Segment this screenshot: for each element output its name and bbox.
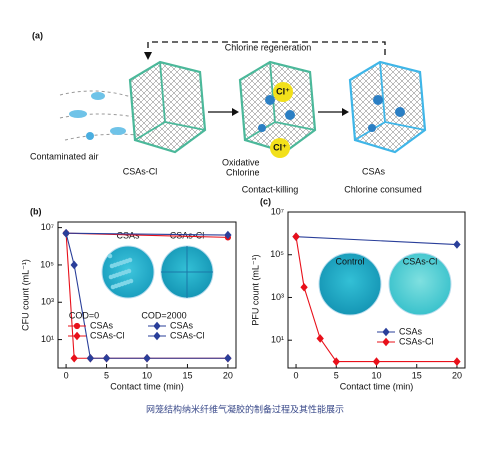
colony bbox=[127, 257, 133, 263]
y-tick-label: 10⁵ bbox=[40, 259, 54, 269]
x-tick-label: 10 bbox=[371, 370, 381, 380]
legend-label: CSAs-Cl bbox=[90, 330, 125, 340]
legend-label: CSAs bbox=[90, 320, 114, 330]
y-tick-label: 10⁷ bbox=[41, 222, 54, 232]
marker bbox=[372, 357, 381, 366]
arrow-head bbox=[144, 52, 152, 60]
marker bbox=[70, 260, 78, 270]
inset-label: CSAs-Cl bbox=[403, 256, 438, 266]
series-line bbox=[65, 233, 228, 359]
x-tick-label: 0 bbox=[294, 370, 299, 380]
legend-marker bbox=[73, 331, 81, 341]
regeneration-path bbox=[147, 41, 386, 58]
marker bbox=[86, 353, 95, 363]
cage-2 bbox=[238, 60, 317, 158]
cage-3 bbox=[348, 60, 427, 154]
marker bbox=[453, 357, 461, 366]
plate bbox=[318, 252, 382, 316]
stage-label: Chlorine consumed bbox=[344, 184, 422, 194]
colony bbox=[128, 278, 134, 284]
marker bbox=[300, 283, 308, 292]
series-line bbox=[66, 232, 228, 236]
x-tick-label: 15 bbox=[182, 370, 192, 380]
arrow-head bbox=[232, 108, 239, 116]
arrow-head bbox=[342, 108, 349, 116]
stage-label: Contact-killing bbox=[242, 184, 299, 194]
airflow bbox=[59, 90, 141, 141]
panel-label: (c) bbox=[260, 196, 271, 206]
marker bbox=[70, 353, 78, 363]
cage-1 bbox=[128, 60, 207, 154]
x-tick-label: 20 bbox=[452, 370, 462, 380]
x-tick-label: 0 bbox=[64, 370, 69, 380]
x-tick-label: 5 bbox=[334, 370, 339, 380]
y-tick-label: 10³ bbox=[41, 297, 54, 307]
marker bbox=[224, 230, 232, 240]
marker bbox=[292, 232, 300, 241]
air-label: Contaminated air bbox=[30, 151, 99, 161]
x-tick-label: 10 bbox=[142, 370, 152, 380]
legend-marker bbox=[73, 322, 81, 330]
legend-label: CSAs bbox=[170, 320, 194, 330]
series-line bbox=[295, 236, 457, 363]
caption: 网笼结构纳米纤维气凝胶的制备过程及其性能展示 bbox=[146, 403, 344, 414]
regeneration-label: Chlorine regeneration bbox=[225, 42, 312, 52]
x-tick-label: 20 bbox=[223, 370, 233, 380]
callout: Chlorine bbox=[226, 167, 260, 177]
legend-marker bbox=[382, 337, 390, 347]
y-tick-label: 10¹ bbox=[271, 335, 284, 345]
marker bbox=[102, 353, 111, 363]
marker bbox=[453, 240, 461, 249]
x-axis-label: Contact time (min) bbox=[340, 381, 414, 391]
colony bbox=[107, 253, 113, 259]
legend-marker bbox=[153, 331, 161, 341]
callout: CSAs bbox=[362, 166, 386, 176]
plot-frame bbox=[57, 221, 237, 369]
x-axis-label: Contact time (min) bbox=[110, 381, 184, 391]
legend-label: CSAs-Cl bbox=[399, 336, 434, 346]
y-tick-label: 10³ bbox=[271, 292, 284, 302]
y-axis-label: CFU count (mL⁻¹) bbox=[20, 259, 30, 331]
ion-label: Cl⁺ bbox=[276, 86, 290, 96]
plate bbox=[388, 252, 452, 316]
marker bbox=[143, 353, 151, 363]
x-tick-label: 15 bbox=[412, 370, 422, 380]
marker bbox=[332, 357, 340, 366]
panel-label: (b) bbox=[30, 206, 42, 216]
legend-label: CSAs bbox=[399, 326, 423, 336]
series-line bbox=[296, 236, 457, 246]
legend-label: CSAs-Cl bbox=[170, 330, 205, 340]
x-tick-label: 5 bbox=[104, 370, 109, 380]
panel-label: (a) bbox=[32, 30, 43, 40]
y-tick-label: 10⁵ bbox=[270, 249, 284, 259]
y-axis-label: PFU count (mL⁻¹) bbox=[250, 254, 260, 325]
inset-label: Control bbox=[335, 256, 364, 266]
stage-label: CSAs-Cl bbox=[123, 166, 158, 176]
legend-marker bbox=[153, 321, 161, 331]
marker bbox=[224, 353, 232, 363]
callout: Oxidative bbox=[222, 157, 260, 167]
marker bbox=[316, 334, 324, 343]
legend-marker bbox=[382, 327, 390, 337]
marker bbox=[62, 228, 70, 238]
colony bbox=[126, 268, 132, 274]
legend-title: COD=0 bbox=[69, 310, 99, 320]
y-tick-label: 10¹ bbox=[41, 334, 54, 344]
y-tick-label: 10⁷ bbox=[271, 206, 284, 216]
inset-label: CSAs-Cl bbox=[170, 230, 205, 240]
ion-label: Cl⁺ bbox=[273, 142, 287, 152]
legend-title: COD=2000 bbox=[141, 310, 186, 320]
